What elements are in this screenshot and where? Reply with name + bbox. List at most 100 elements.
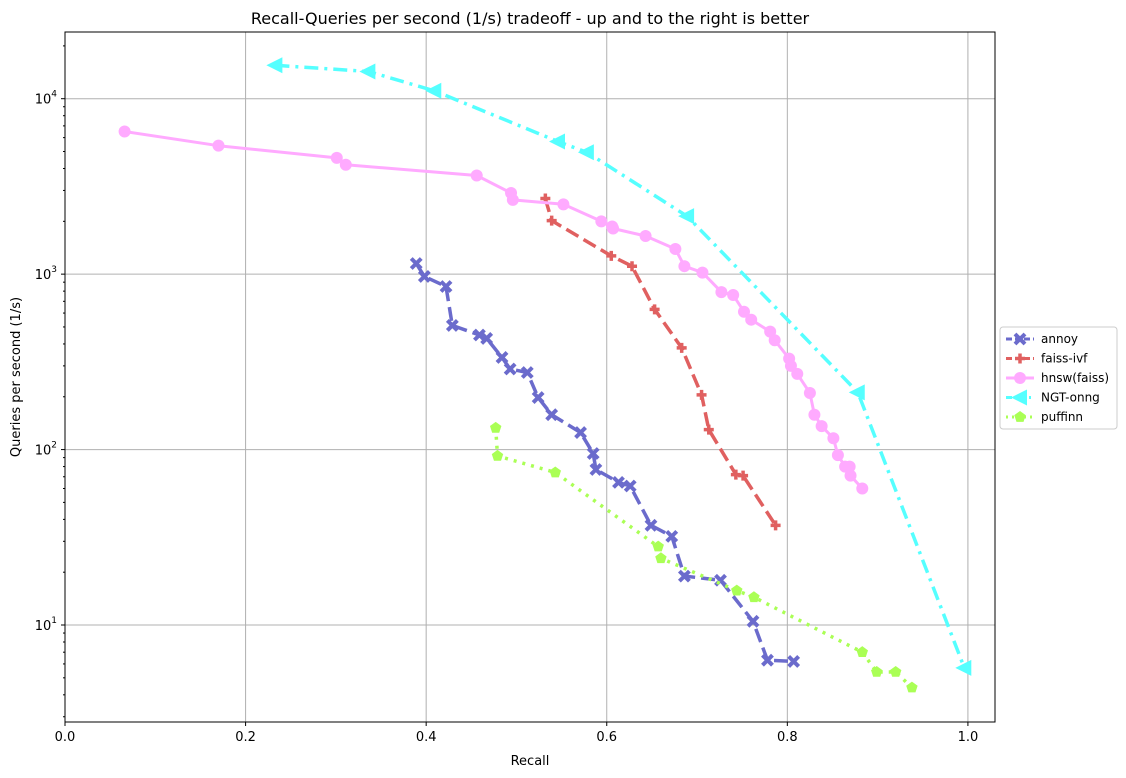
pentagon-marker xyxy=(731,584,743,596)
data-point xyxy=(266,57,283,74)
data-point xyxy=(856,646,868,658)
circle-marker xyxy=(844,469,857,482)
data-point xyxy=(787,655,801,668)
x-marker xyxy=(623,479,637,493)
chart-title: Recall-Queries per second (1/s) tradeoff… xyxy=(251,9,810,28)
data-point xyxy=(644,518,658,532)
data-point xyxy=(906,681,918,693)
legend-label: NGT-onng xyxy=(1041,391,1100,405)
x-marker xyxy=(761,653,774,667)
data-point xyxy=(768,334,781,347)
plus-marker xyxy=(546,215,557,226)
x-tick-label: 0.2 xyxy=(235,730,256,745)
data-point xyxy=(549,466,561,478)
series-line xyxy=(275,63,966,669)
series-annoy xyxy=(409,257,801,668)
legend-item: faiss-ivf xyxy=(1006,352,1088,366)
plus-marker xyxy=(738,470,749,481)
pentagon-marker xyxy=(871,665,883,677)
data-point xyxy=(848,384,865,401)
series-ngt-onng xyxy=(266,57,972,676)
data-point xyxy=(445,319,459,332)
x-marker xyxy=(586,447,600,460)
data-point xyxy=(577,144,594,161)
legend-item: hnsw(faiss) xyxy=(1006,371,1109,385)
data-point xyxy=(1014,372,1026,384)
series-puffinn xyxy=(489,421,918,693)
data-point xyxy=(639,229,652,242)
circle-marker xyxy=(768,334,781,347)
series-layer xyxy=(118,57,972,693)
circle-marker xyxy=(827,432,840,445)
triangle-marker xyxy=(577,144,594,161)
data-point xyxy=(803,387,816,400)
data-point xyxy=(212,139,225,152)
circle-marker xyxy=(557,198,570,211)
pentagon-marker xyxy=(889,665,902,677)
data-point xyxy=(649,304,660,315)
data-point xyxy=(557,198,570,211)
legend-label: puffinn xyxy=(1041,410,1083,424)
x-marker xyxy=(746,614,760,628)
data-point xyxy=(815,420,828,433)
x-marker xyxy=(612,475,625,489)
x-marker xyxy=(520,366,534,379)
data-point xyxy=(491,449,504,461)
circle-marker xyxy=(808,408,821,421)
x-marker xyxy=(445,319,459,332)
x-marker xyxy=(589,463,603,476)
data-point xyxy=(652,540,664,552)
circle-marker xyxy=(696,266,709,279)
data-point xyxy=(770,520,781,531)
data-point xyxy=(623,479,637,493)
data-point xyxy=(470,169,483,182)
legend-label: hnsw(faiss) xyxy=(1041,371,1109,385)
triangle-marker xyxy=(1011,389,1027,406)
legend: annoy faiss-ivf hnsw(faiss) NGT-onng puffinn xyxy=(999,326,1118,430)
data-point xyxy=(489,421,502,433)
circle-marker xyxy=(843,460,856,473)
pentagon-marker xyxy=(549,466,561,478)
x-marker xyxy=(417,270,431,283)
data-point xyxy=(330,151,343,164)
x-marker xyxy=(665,529,679,543)
circle-marker xyxy=(791,367,804,380)
data-point xyxy=(676,342,687,353)
circle-marker xyxy=(831,449,844,462)
data-point xyxy=(339,158,352,171)
data-point xyxy=(545,408,559,422)
data-point xyxy=(727,289,740,302)
data-point xyxy=(531,391,545,404)
data-point xyxy=(746,614,760,628)
x-tick-label: 1.0 xyxy=(958,730,979,745)
x-tick-label: 0.0 xyxy=(55,730,76,745)
data-point xyxy=(738,470,749,481)
plus-marker xyxy=(1015,353,1025,364)
data-point xyxy=(409,257,423,270)
pentagon-marker xyxy=(1014,411,1026,422)
y-tick-label: 103 xyxy=(35,265,57,283)
x-axis-title: Recall xyxy=(511,754,550,769)
plus-marker xyxy=(770,520,781,531)
x-marker xyxy=(409,257,423,270)
legend-label: annoy xyxy=(1041,332,1078,346)
data-point xyxy=(589,463,603,476)
circle-marker xyxy=(678,260,691,273)
data-point xyxy=(417,270,431,283)
data-point xyxy=(595,215,608,228)
data-point xyxy=(606,250,617,261)
data-point xyxy=(1014,411,1026,422)
x-marker xyxy=(531,391,545,404)
plus-marker xyxy=(696,389,707,400)
data-point xyxy=(548,133,565,150)
data-point xyxy=(665,529,679,543)
triangle-marker xyxy=(848,384,865,401)
data-point xyxy=(831,449,844,462)
pentagon-marker xyxy=(491,449,504,461)
data-point xyxy=(607,222,620,235)
x-marker xyxy=(473,328,486,342)
data-point xyxy=(669,243,682,256)
data-point xyxy=(439,280,453,293)
circle-marker xyxy=(506,193,519,206)
